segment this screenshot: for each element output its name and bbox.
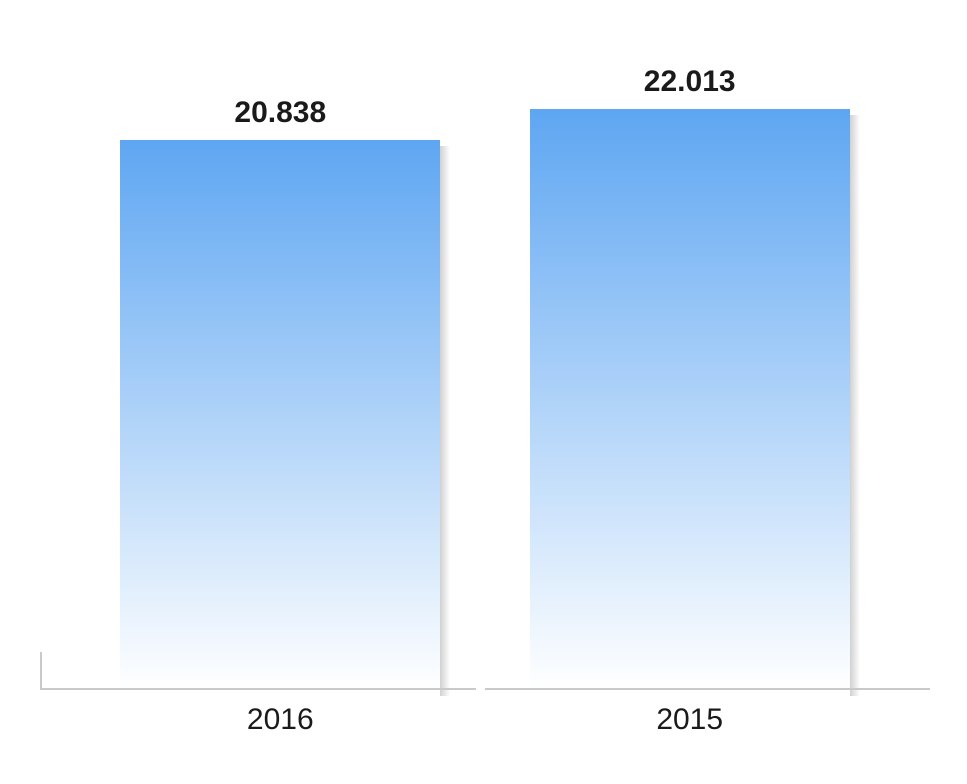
plot-area: 20.838 22.013 (40, 30, 930, 690)
bar-slot: 22.013 (530, 30, 850, 690)
y-axis-tick (40, 652, 42, 690)
bar-chart: 20.838 22.013 2016 2015 (0, 0, 967, 784)
x-axis-labels: 2016 2015 (40, 695, 930, 755)
bar-value-label: 20.838 (234, 96, 326, 130)
bar-slot: 20.838 (120, 30, 440, 690)
bar: 22.013 (530, 107, 850, 690)
x-axis-baseline (40, 688, 476, 690)
x-axis-baseline (485, 688, 930, 690)
x-axis-label: 2015 (656, 703, 723, 737)
x-axis-label: 2016 (247, 703, 314, 737)
bar: 20.838 (120, 138, 440, 690)
bar-value-label: 22.013 (644, 65, 736, 99)
